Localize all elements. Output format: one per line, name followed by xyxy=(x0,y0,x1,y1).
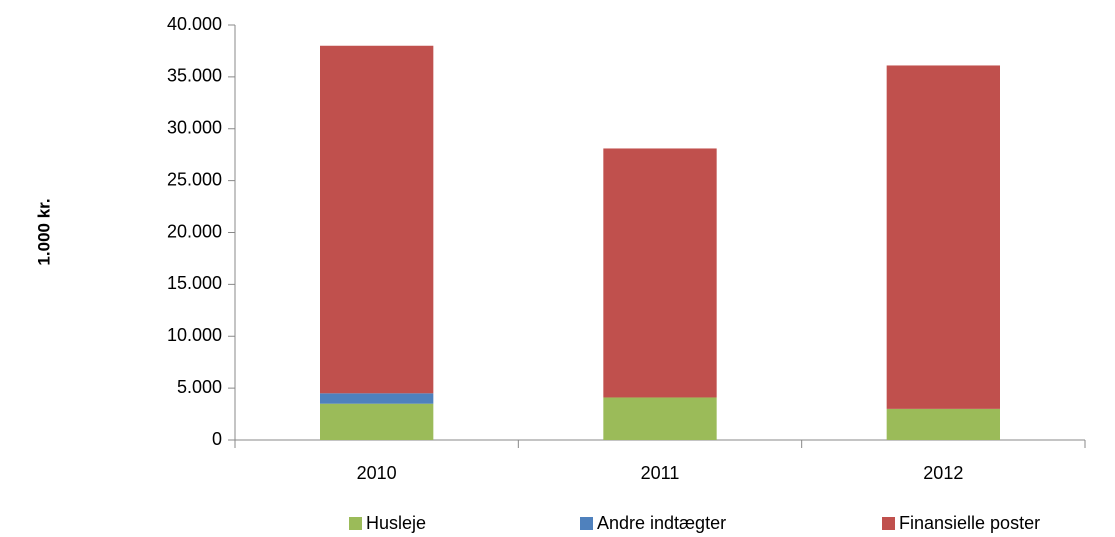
y-tick-label: 25.000 xyxy=(167,169,222,189)
bar-segment xyxy=(603,148,717,398)
y-tick-label: 0 xyxy=(212,429,222,449)
legend-label: Husleje xyxy=(366,513,426,533)
x-tick-label: 2010 xyxy=(357,463,397,483)
bar-segment xyxy=(603,397,717,440)
legend-swatch xyxy=(580,517,593,530)
y-tick-label: 30.000 xyxy=(167,118,222,138)
legend-swatch xyxy=(882,517,895,530)
y-tick-label: 10.000 xyxy=(167,325,222,345)
x-tick-label: 2012 xyxy=(923,463,963,483)
legend-label: Finansielle poster xyxy=(899,513,1040,533)
y-tick-label: 5.000 xyxy=(177,377,222,397)
y-axis-label: 1.000 kr. xyxy=(34,198,53,265)
bar-segment xyxy=(886,408,1000,440)
y-tick-label: 35.000 xyxy=(167,66,222,86)
y-tick-label: 15.000 xyxy=(167,273,222,293)
x-tick-label: 2011 xyxy=(641,463,680,483)
y-tick-label: 20.000 xyxy=(167,221,222,241)
bar-segment xyxy=(320,403,434,440)
legend-label: Andre indtægter xyxy=(597,513,726,533)
bar-segment xyxy=(320,393,434,404)
y-tick-label: 40.000 xyxy=(167,14,222,34)
bar-segment xyxy=(886,65,1000,409)
legend-swatch xyxy=(349,517,362,530)
bar-segment xyxy=(320,45,434,394)
